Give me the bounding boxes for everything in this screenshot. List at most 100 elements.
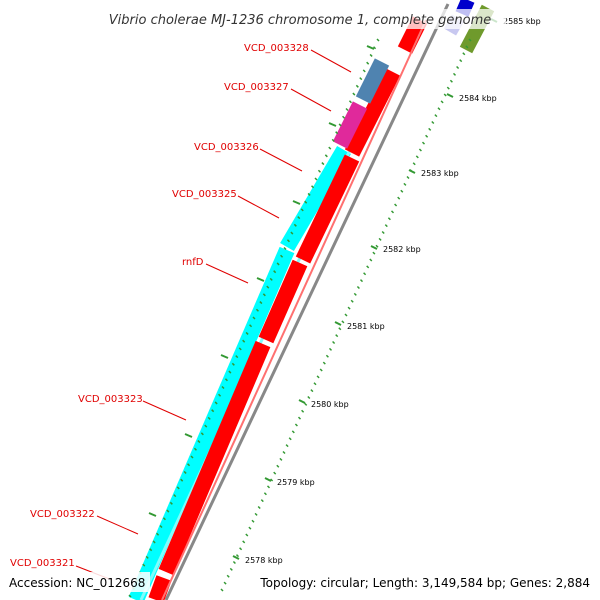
- minor-tick: [462, 52, 466, 56]
- minor-tick: [183, 470, 187, 474]
- minor-tick: [263, 492, 267, 496]
- minor-tick: [465, 45, 469, 49]
- minor-tick: [283, 246, 287, 251]
- leader-line: [290, 88, 332, 112]
- minor-tick: [285, 444, 289, 448]
- gene-red-segment: [258, 259, 308, 344]
- minor-tick: [197, 440, 201, 444]
- genome-backbone: [164, 3, 450, 600]
- minor-tick: [193, 447, 197, 451]
- major-tick: [148, 512, 157, 517]
- gene-steelblue: [355, 58, 390, 104]
- minor-tick: [229, 567, 233, 571]
- minor-tick: [262, 293, 266, 297]
- minor-tick: [384, 224, 388, 228]
- minor-tick: [266, 285, 270, 289]
- minor-tick: [282, 450, 286, 455]
- minor-tick: [169, 501, 173, 505]
- minor-tick: [307, 192, 311, 196]
- minor-tick: [176, 486, 180, 490]
- minor-tick: [276, 262, 280, 266]
- minor-tick: [324, 154, 328, 158]
- minor-tick: [332, 340, 336, 345]
- minor-tick: [218, 393, 222, 397]
- minor-tick: [276, 464, 280, 468]
- minor-tick: [128, 594, 132, 598]
- minor-tick: [321, 162, 325, 166]
- leader-line: [237, 195, 280, 219]
- gene-label: VCD_003325: [172, 189, 237, 200]
- reverse-strand-track: [148, 16, 428, 600]
- genome-summary-text: Topology: circular; Length: 3,149,584 bp…: [259, 576, 590, 590]
- minor-tick: [362, 69, 366, 73]
- minor-tick: [220, 588, 224, 592]
- minor-tick: [300, 208, 304, 212]
- minor-tick: [200, 432, 204, 436]
- minor-tick: [415, 155, 419, 159]
- kbp-label: 2580 kbp: [311, 400, 349, 409]
- minor-tick: [223, 581, 227, 585]
- minor-tick: [338, 327, 342, 331]
- minor-tick: [394, 203, 398, 207]
- minor-tick: [180, 478, 184, 482]
- minor-tick: [319, 368, 323, 372]
- minor-tick: [311, 185, 315, 189]
- minor-tick: [291, 430, 295, 434]
- minor-tick: [390, 210, 395, 214]
- minor-tick: [373, 46, 377, 50]
- minor-tick: [252, 316, 256, 320]
- minor-tick: [378, 237, 382, 241]
- minor-tick: [369, 258, 373, 262]
- minor-tick: [211, 409, 215, 413]
- minor-tick: [232, 560, 236, 565]
- minor-tick: [397, 196, 401, 200]
- kbp-label: 2582 kbp: [383, 245, 421, 254]
- minor-tick: [259, 301, 263, 305]
- major-tick: [298, 399, 306, 404]
- minor-tick: [440, 100, 444, 104]
- major-tick: [256, 277, 265, 282]
- minor-tick: [316, 375, 320, 379]
- kbp-label: 2581 kbp: [347, 322, 385, 331]
- minor-tick: [279, 457, 283, 461]
- minor-tick: [304, 200, 308, 204]
- minor-tick: [221, 385, 225, 390]
- minor-tick: [297, 416, 302, 420]
- minor-tick: [425, 134, 429, 138]
- minor-tick: [452, 72, 457, 76]
- major-tick: [370, 245, 378, 250]
- minor-tick: [290, 231, 294, 235]
- gene-cyan-segment: [128, 246, 295, 600]
- minor-tick: [288, 437, 292, 441]
- footer-summary-backing: [256, 572, 594, 592]
- minor-tick: [403, 182, 407, 186]
- minor-tick: [437, 107, 441, 111]
- minor-tick: [428, 127, 432, 131]
- minor-tick: [375, 244, 379, 248]
- minor-tick: [142, 563, 146, 567]
- minor-tick: [273, 471, 277, 475]
- minor-tick: [238, 347, 242, 351]
- kbp-label: 2579 kbp: [277, 478, 315, 487]
- major-tick: [408, 169, 416, 174]
- gene-red-segment: [158, 340, 271, 576]
- title-backing: [96, 9, 506, 29]
- minor-tick: [317, 169, 321, 173]
- minor-tick: [350, 299, 354, 303]
- gene-label: VCD_003328: [244, 43, 309, 54]
- gene-label: VCD_003327: [224, 82, 289, 93]
- minor-tick: [173, 494, 177, 498]
- leader-line: [259, 148, 303, 172]
- minor-tick: [156, 532, 160, 536]
- minor-tick: [363, 272, 367, 276]
- minor-tick: [297, 216, 301, 220]
- minor-tick: [366, 265, 370, 269]
- minor-tick: [159, 524, 163, 529]
- gene-red-segment: [344, 68, 401, 157]
- gene-label: VCD_003322: [30, 509, 95, 520]
- minor-tick: [345, 107, 349, 112]
- minor-tick: [356, 285, 360, 290]
- leader-line: [205, 263, 249, 284]
- major-tick: [334, 321, 342, 326]
